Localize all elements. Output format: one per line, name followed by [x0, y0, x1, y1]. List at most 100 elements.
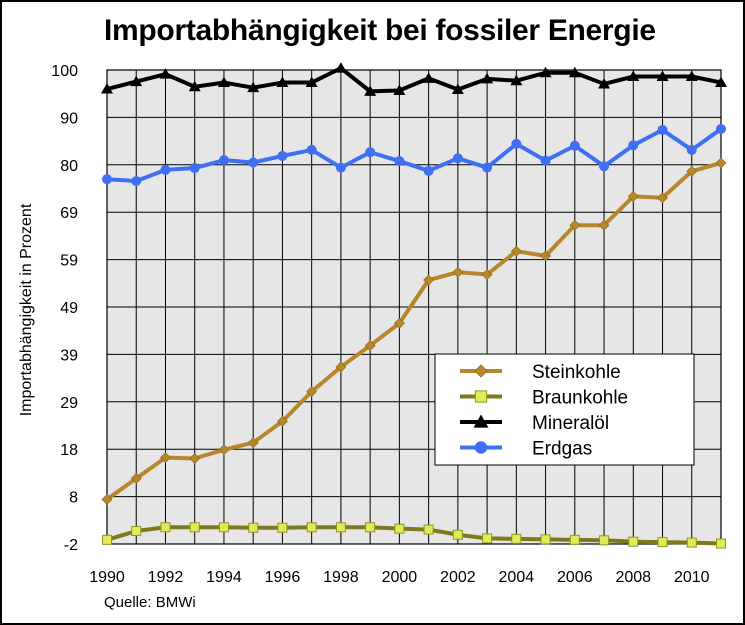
data-point-erdgas — [452, 153, 463, 164]
y-tick-label: 59 — [60, 253, 78, 270]
x-tick-label: 2002 — [440, 569, 476, 586]
x-tick-label: 2006 — [557, 569, 593, 586]
data-point-steinkohle — [218, 444, 230, 456]
data-point-erdgas — [540, 155, 551, 166]
legend-label-erdgas: Erdgas — [532, 439, 592, 460]
y-tick-label: 8 — [69, 490, 78, 507]
chart-title: Importabhängigkeit bei fossiler Energie — [104, 14, 656, 47]
data-point-minerall — [685, 70, 698, 82]
legend-label-steinkohle: Steinkohle — [532, 362, 621, 383]
plot-border — [106, 69, 722, 545]
data-point-minerall — [393, 84, 406, 95]
data-point-erdgas — [511, 138, 522, 149]
data-point-minerall — [422, 72, 435, 83]
data-point-steinkohle — [627, 190, 639, 202]
data-point-erdgas — [569, 140, 580, 151]
data-point-minerall — [598, 77, 611, 89]
data-point-steinkohle — [569, 219, 581, 231]
data-point-braunkohle — [423, 524, 434, 535]
data-point-erdgas — [482, 162, 493, 173]
data-point-braunkohle — [306, 522, 317, 533]
data-point-minerall — [217, 76, 230, 88]
data-point-minerall — [539, 66, 552, 78]
data-point-minerall — [510, 74, 523, 86]
data-point-steinkohle — [277, 415, 288, 427]
data-point-steinkohle — [247, 437, 259, 449]
data-point-braunkohle — [218, 522, 229, 533]
series-line-minerall — [106, 66, 722, 94]
data-point-braunkohle — [102, 534, 112, 545]
legend-label-minerall: Mineralöl — [532, 413, 609, 434]
data-point-minerall — [247, 81, 260, 93]
data-point-braunkohle — [452, 529, 463, 540]
data-point-erdgas — [394, 156, 405, 167]
data-point-erdgas — [306, 144, 317, 155]
y-tick-label: 90 — [60, 110, 78, 127]
series-line-braunkohle — [106, 525, 722, 546]
data-point-minerall — [130, 75, 143, 87]
data-point-steinkohle — [715, 157, 727, 169]
data-point-erdgas — [628, 140, 639, 151]
data-point-steinkohle — [306, 386, 318, 398]
data-point-erdgas — [365, 147, 376, 158]
x-tick-label: 2004 — [499, 569, 535, 586]
data-point-erdgas — [423, 165, 434, 176]
data-point-braunkohle — [248, 522, 259, 533]
x-tick-label: 1998 — [323, 569, 359, 586]
data-point-braunkohle — [599, 535, 610, 546]
x-tick-label: 2010 — [674, 569, 710, 586]
data-point-steinkohle — [540, 250, 551, 262]
data-point-braunkohle — [716, 538, 726, 549]
data-point-minerall — [451, 83, 464, 95]
y-tick-label: -2 — [64, 537, 78, 554]
data-point-braunkohle — [160, 522, 171, 533]
data-point-minerall — [568, 66, 581, 78]
data-point-braunkohle — [131, 525, 142, 536]
x-tick-label: 1992 — [148, 569, 184, 586]
x-tick-label: 2000 — [382, 569, 418, 586]
data-point-erdgas — [686, 144, 697, 155]
source-label: Quelle: BMWi — [104, 594, 196, 611]
data-point-minerall — [276, 76, 289, 88]
data-point-erdgas — [102, 174, 112, 185]
data-point-braunkohle — [628, 536, 639, 547]
data-point-steinkohle — [393, 317, 405, 329]
y-tick-label: 100 — [51, 63, 78, 80]
data-point-minerall — [715, 76, 727, 88]
y-tick-label: 69 — [60, 205, 78, 222]
data-point-steinkohle — [657, 192, 668, 204]
y-tick-label: 18 — [60, 442, 78, 459]
y-tick-label: 29 — [60, 395, 78, 412]
x-tick-label: 1990 — [89, 569, 125, 586]
data-point-erdgas — [160, 164, 171, 175]
legend-label-braunkohle: Braunkohle — [532, 388, 628, 409]
data-point-steinkohle — [364, 340, 376, 351]
data-point-erdgas — [657, 124, 668, 135]
data-point-braunkohle — [569, 534, 580, 545]
data-point-steinkohle — [452, 266, 464, 278]
data-point-steinkohle — [101, 493, 113, 505]
series-line-erdgas — [106, 127, 723, 184]
legend-marker-minerall — [473, 414, 489, 428]
series-line-steinkohle — [105, 161, 722, 502]
data-point-steinkohle — [160, 452, 171, 463]
data-point-steinkohle — [189, 453, 201, 464]
data-point-steinkohle — [423, 274, 435, 286]
data-point-erdgas — [277, 150, 288, 161]
data-point-erdgas — [218, 155, 229, 166]
data-point-erdgas — [335, 162, 346, 173]
data-point-steinkohle — [510, 245, 522, 257]
y-tick-label: 39 — [60, 347, 78, 364]
x-tick-label: 1994 — [206, 569, 242, 586]
data-point-braunkohle — [394, 523, 405, 534]
data-point-erdgas — [248, 157, 259, 168]
data-point-braunkohle — [335, 522, 346, 533]
data-point-minerall — [159, 68, 172, 79]
data-point-minerall — [481, 72, 494, 84]
data-point-erdgas — [131, 176, 142, 187]
x-tick-label: 1996 — [265, 569, 301, 586]
y-tick-label: 49 — [60, 300, 78, 317]
data-point-erdgas — [599, 161, 610, 172]
data-point-braunkohle — [657, 537, 668, 548]
